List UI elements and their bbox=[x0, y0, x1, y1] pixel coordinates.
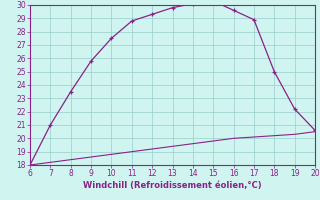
X-axis label: Windchill (Refroidissement éolien,°C): Windchill (Refroidissement éolien,°C) bbox=[83, 181, 262, 190]
